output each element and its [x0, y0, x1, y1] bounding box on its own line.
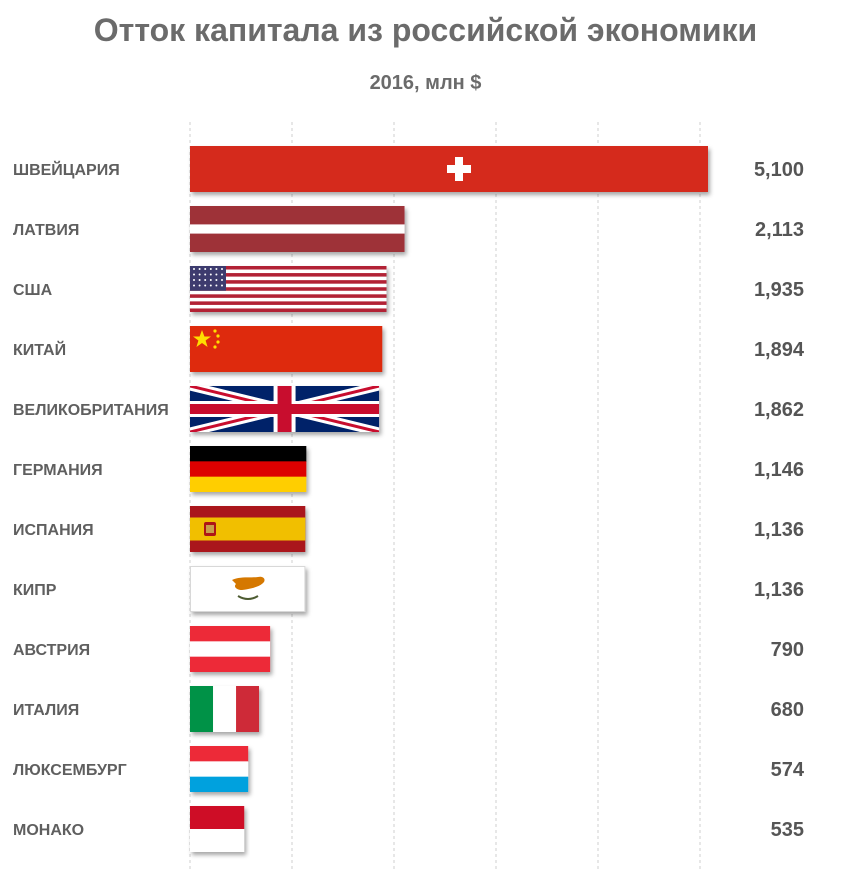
category-labels: ШВЕЙЦАРИЯ ЛАТВИЯ США КИТАЙ ВЕЛИКОБРИТАНИЯ ГЕР…	[13, 160, 169, 839]
category-label: ЛАТВИЯ	[13, 222, 79, 239]
value-label: 790	[771, 639, 804, 661]
bar-flag-austria	[190, 626, 271, 672]
category-label: США	[13, 282, 53, 299]
value-label: 535	[771, 819, 804, 841]
bars	[190, 146, 708, 852]
bar-flag-monaco	[190, 806, 245, 852]
bar-flag-germany	[190, 446, 307, 492]
category-label: ГЕРМАНИЯ	[13, 462, 103, 479]
value-label: 574	[771, 759, 805, 781]
category-label: КИПР	[13, 582, 57, 599]
value-label: 1,935	[754, 279, 804, 301]
bar-flag-switzerland	[190, 146, 708, 192]
category-label: АВСТРИЯ	[13, 642, 90, 659]
category-label: ИТАЛИЯ	[13, 702, 79, 719]
category-label: ЛЮКСЕМБУРГ	[13, 762, 127, 779]
bar-flag-cyprus	[190, 566, 306, 612]
category-label: ШВЕЙЦАРИЯ	[13, 160, 120, 179]
value-label: 1,862	[754, 399, 804, 421]
bar-flag-usa	[190, 266, 387, 312]
bar-flag-spain	[190, 506, 306, 552]
chart-title: Отток капитала из российской экономики	[93, 12, 758, 48]
category-label: ВЕЛИКОБРИТАНИЯ	[13, 402, 169, 419]
bar-flag-luxembourg	[190, 746, 249, 792]
chart-subtitle: 2016, млн $	[369, 72, 482, 94]
value-label: 2,113	[755, 219, 804, 241]
category-label: КИТАЙ	[13, 340, 66, 359]
category-label: ИСПАНИЯ	[13, 522, 94, 539]
value-label: 5,100	[754, 159, 804, 181]
value-label: 1,136	[754, 519, 804, 541]
bar-flag-latvia	[190, 206, 405, 252]
category-label: МОНАКО	[13, 822, 84, 839]
value-label: 680	[771, 699, 804, 721]
value-labels: 5,100 2,113 1,935 1,894 1,862 1,146 1,136 1,136…	[754, 159, 805, 841]
value-label: 1,136	[754, 579, 804, 601]
bar-flag-italy	[190, 686, 260, 732]
value-label: 1,146	[754, 459, 804, 481]
value-label: 1,894	[754, 339, 805, 361]
bar-flag-china	[190, 326, 383, 372]
bar-flag-uk	[190, 386, 380, 432]
